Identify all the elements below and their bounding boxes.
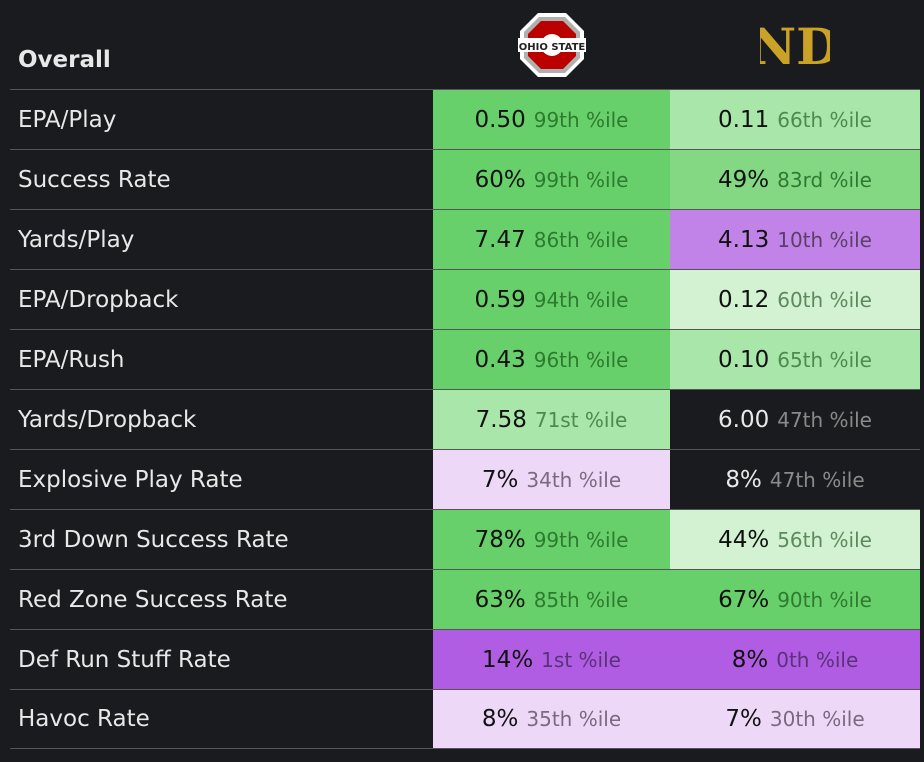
ohio-state-value-cell: 8% 35th %ile	[433, 690, 670, 748]
percentile-value: 99th %ile	[533, 167, 629, 192]
metric-label: Havoc Rate	[18, 706, 150, 732]
svg-text:ND: ND	[760, 17, 830, 73]
stat-value: 14%	[482, 646, 534, 673]
ohio-state-value-cell: 78% 99th %ile	[433, 510, 670, 569]
stat-value: 63%	[474, 586, 526, 613]
metric-label: 3rd Down Success Rate	[18, 526, 289, 553]
ohio-state-value-cell: 7% 34th %ile	[433, 450, 670, 509]
percentile-value: 90th %ile	[777, 587, 872, 612]
table-row: Havoc Rate 8% 35th %ile 7% 30th %ile	[10, 689, 920, 749]
ohio-state-value-cell: 7.47 86th %ile	[433, 210, 670, 269]
stat-value: 8%	[725, 466, 762, 493]
metric-label: Red Zone Success Rate	[18, 586, 288, 613]
metric-label: EPA/Dropback	[18, 286, 179, 313]
percentile-value: 85th %ile	[533, 587, 629, 612]
percentile-value: 66th %ile	[777, 107, 872, 132]
table-row: Explosive Play Rate 7% 34th %ile 8% 47th %il…	[10, 449, 920, 509]
percentile-value: 10th %ile	[777, 227, 872, 252]
ohio-state-logo-icon: OHIO STATE	[517, 12, 586, 77]
percentile-value: 1st %ile	[541, 647, 621, 672]
percentile-value: 71st %ile	[534, 407, 628, 432]
notre-dame-value-cell: 8% 47th %ile	[670, 450, 920, 509]
percentile-value: 86th %ile	[533, 227, 629, 252]
table-row: EPA/Dropback 0.59 94th %ile 0.12 60th %ile	[10, 269, 920, 329]
notre-dame-value-cell: 49% 83rd %ile	[670, 150, 920, 209]
percentile-value: 30th %ile	[769, 707, 865, 731]
metric-label: Yards/Dropback	[18, 406, 197, 433]
table-row: Yards/Play 7.47 86th %ile 4.13 10th %ile	[10, 209, 920, 269]
team1-header: OHIO STATE	[433, 0, 670, 89]
stat-value: 49%	[718, 166, 770, 193]
table-row: Yards/Dropback 7.58 71st %ile 6.00 47th %ile	[10, 389, 920, 449]
table-header: Overall OHIO STATE ND	[10, 0, 920, 89]
stat-value: 44%	[718, 526, 770, 553]
ohio-state-value-cell: 0.43 96th %ile	[433, 330, 670, 389]
stat-value: 0.43	[474, 346, 526, 373]
percentile-value: 0th %ile	[776, 647, 859, 672]
ohio-state-value-cell: 63% 85th %ile	[433, 570, 670, 629]
percentile-value: 34th %ile	[526, 467, 622, 492]
metric-label: Def Run Stuff Rate	[18, 646, 231, 673]
percentile-value: 94th %ile	[533, 287, 629, 312]
stat-value: 0.10	[718, 346, 770, 373]
percentile-value: 99th %ile	[533, 527, 629, 552]
stat-value: 7%	[725, 706, 762, 732]
notre-dame-value-cell: 67% 90th %ile	[670, 570, 920, 629]
stat-value: 0.11	[718, 106, 770, 133]
table-row: Success Rate 60% 99th %ile 49% 83rd %ile	[10, 149, 920, 209]
ohio-state-value-cell: 0.50 99th %ile	[433, 90, 670, 149]
percentile-value: 83rd %ile	[777, 167, 872, 192]
table-row: EPA/Rush 0.43 96th %ile 0.10 65th %ile	[10, 329, 920, 389]
notre-dame-value-cell: 6.00 47th %ile	[670, 390, 920, 449]
metric-label: Success Rate	[18, 166, 171, 193]
percentile-value: 47th %ile	[777, 407, 872, 432]
ohio-state-value-cell: 7.58 71st %ile	[433, 390, 670, 449]
team2-header: ND	[670, 0, 920, 89]
ohio-state-value-cell: 0.59 94th %ile	[433, 270, 670, 329]
stat-value: 8%	[481, 706, 519, 732]
svg-text:OHIO STATE: OHIO STATE	[518, 42, 585, 53]
metric-label: Explosive Play Rate	[18, 466, 243, 493]
stat-value: 8%	[731, 646, 769, 673]
ohio-state-value-cell: 14% 1st %ile	[433, 630, 670, 689]
notre-dame-value-cell: 44% 56th %ile	[670, 510, 920, 569]
notre-dame-value-cell: 8% 0th %ile	[670, 630, 920, 689]
stat-value: 6.00	[718, 406, 770, 433]
ohio-state-value-cell: 60% 99th %ile	[433, 150, 670, 209]
table-title: Overall	[18, 46, 111, 73]
percentile-value: 60th %ile	[777, 287, 872, 312]
metric-label: EPA/Play	[18, 106, 117, 133]
percentile-value: 47th %ile	[769, 467, 865, 492]
stat-value: 60%	[474, 166, 526, 193]
stat-value: 7%	[481, 466, 519, 493]
metric-label: Yards/Play	[18, 226, 135, 253]
stat-value: 4.13	[718, 226, 770, 253]
stat-value: 67%	[718, 586, 770, 613]
table-row: EPA/Play 0.50 99th %ile 0.11 66th %ile	[10, 89, 920, 149]
stat-value: 7.47	[474, 226, 526, 253]
notre-dame-value-cell: 4.13 10th %ile	[670, 210, 920, 269]
stat-value: 0.12	[718, 286, 770, 313]
percentile-value: 56th %ile	[777, 527, 872, 552]
table-body: EPA/Play 0.50 99th %ile 0.11 66th %ile Succes…	[10, 89, 920, 749]
stats-table: Overall OHIO STATE ND EPA/Play 0.50 99th %…	[10, 0, 920, 749]
stat-value: 78%	[474, 526, 526, 553]
percentile-value: 65th %ile	[777, 347, 872, 372]
stat-value: 7.58	[475, 406, 527, 433]
stat-value: 0.59	[474, 286, 526, 313]
notre-dame-logo-icon: ND	[760, 17, 830, 73]
notre-dame-value-cell: 0.12 60th %ile	[670, 270, 920, 329]
notre-dame-value-cell: 0.11 66th %ile	[670, 90, 920, 149]
percentile-value: 96th %ile	[533, 347, 629, 372]
table-row: Red Zone Success Rate 63% 85th %ile 67% 90th…	[10, 569, 920, 629]
table-row: 3rd Down Success Rate 78% 99th %ile 44% 56th…	[10, 509, 920, 569]
stat-value: 0.50	[474, 106, 526, 133]
table-row: Def Run Stuff Rate 14% 1st %ile 8% 0th %ile	[10, 629, 920, 689]
percentile-value: 35th %ile	[526, 707, 622, 731]
notre-dame-value-cell: 0.10 65th %ile	[670, 330, 920, 389]
percentile-value: 99th %ile	[533, 107, 629, 132]
metric-label: EPA/Rush	[18, 346, 125, 373]
notre-dame-value-cell: 7% 30th %ile	[670, 690, 920, 748]
